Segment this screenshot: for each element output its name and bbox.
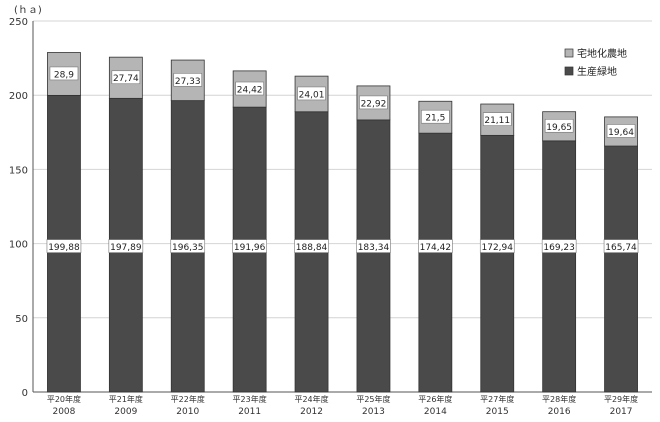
data-label-seisan-ryokuchi-2016: 169,23 [543, 243, 575, 253]
data-label-box-top-2009 [111, 70, 141, 85]
data-label-box-bottom-2017 [603, 239, 639, 253]
data-label-box-bottom-2009 [108, 239, 144, 253]
data-label-takuchika-nouchi-2014: 21,5 [425, 114, 445, 124]
bar-seisan-ryokuchi-2017 [604, 145, 638, 393]
data-label-box-top-2017 [606, 124, 636, 138]
data-label-takuchika-nouchi-2012: 24,01 [299, 90, 325, 100]
data-label-box-top-2011 [235, 81, 264, 96]
x-tick-era-2017: 平29年度 [604, 394, 638, 404]
y-tick-label-150: 150 [9, 165, 28, 176]
data-label-takuchika-nouchi-2017: 19,64 [608, 128, 634, 138]
data-label-box-bottom-2015 [479, 239, 515, 253]
data-label-seisan-ryokuchi-2013: 183,34 [358, 243, 390, 253]
x-tick-era-2011: 平23年度 [233, 394, 267, 404]
x-axis-labels: 平20年度 2008 平21年度 2009 平22年度 2010 平23年度 2011 平24年… [47, 394, 638, 417]
data-label-box-top-2016 [544, 118, 574, 133]
x-tick-year-2008: 2008 [52, 407, 75, 417]
bar-seisan-ryokuchi-2015 [480, 134, 515, 393]
bar-seisan-ryokuchi-2014 [418, 132, 453, 393]
data-label-box-top-2012 [297, 86, 326, 101]
x-tick-era-2009: 平21年度 [109, 394, 143, 404]
x-tick-year-2011: 2011 [238, 407, 261, 417]
data-label-box-bottom-2016 [541, 239, 577, 253]
data-label-box-bottom-2013 [356, 239, 391, 253]
x-tick-era-2012: 平24年度 [294, 394, 328, 404]
data-label-seisan-ryokuchi-2017: 165,74 [605, 243, 637, 253]
data-label-takuchika-nouchi-2013: 22,92 [361, 99, 387, 109]
data-label-box-top-2013 [359, 95, 388, 110]
x-tick-year-2010: 2010 [176, 407, 199, 417]
x-tick-year-2017: 2017 [610, 407, 633, 417]
data-label-takuchika-nouchi-2016: 19,65 [546, 123, 572, 133]
data-label-box-bottom-2008 [46, 239, 82, 253]
x-tick-year-2009: 2009 [114, 407, 137, 417]
data-label-box-bottom-2014 [418, 239, 453, 253]
x-tick-era-2014: 平26年度 [418, 394, 452, 404]
x-tick-year-2012: 2012 [300, 407, 323, 417]
y-tick-label-50: 50 [15, 314, 28, 325]
y-tick-label-200: 200 [9, 91, 28, 102]
bar-seisan-ryokuchi-2013 [356, 119, 391, 393]
data-label-box-top-2014 [421, 109, 450, 124]
x-tick-year-2014: 2014 [424, 407, 447, 417]
data-label-box-bottom-2010 [170, 239, 206, 253]
y-axis-unit-label: (ｈａ) [14, 4, 42, 16]
data-label-box-top-2008 [49, 66, 79, 81]
data-label-seisan-ryokuchi-2011: 191,96 [234, 243, 266, 253]
x-tick-era-2016: 平28年度 [542, 394, 576, 404]
x-tick-year-2013: 2013 [362, 407, 385, 417]
data-label-seisan-ryokuchi-2012: 188,84 [296, 243, 328, 253]
x-tick-era-2013: 平25年度 [356, 394, 390, 404]
data-label-seisan-ryokuchi-2010: 196,35 [172, 243, 204, 253]
legend-swatch-1 [564, 48, 574, 58]
data-label-seisan-ryokuchi-2014: 174,42 [420, 243, 452, 253]
y-tick-label-250: 250 [9, 17, 28, 28]
y-tick-label-0: 0 [22, 388, 28, 399]
data-label-takuchika-nouchi-2011: 24,42 [237, 86, 263, 96]
data-label-seisan-ryokuchi-2015: 172,94 [482, 243, 514, 253]
legend-swatch-0 [564, 66, 574, 76]
x-tick-era-2008: 平20年度 [47, 394, 81, 404]
data-label-takuchika-nouchi-2008: 28,9 [54, 70, 74, 80]
data-label-takuchika-nouchi-2009: 27,74 [113, 74, 139, 84]
x-tick-era-2010: 平22年度 [171, 394, 205, 404]
legend-label-1: 宅地化農地 [577, 47, 627, 60]
x-tick-year-2015: 2015 [486, 407, 509, 417]
bar-seisan-ryokuchi-2016 [542, 140, 577, 393]
legend-label-0: 生産緑地 [577, 65, 617, 78]
data-label-takuchika-nouchi-2010: 27,33 [175, 77, 201, 87]
bars: 28,9 199,88 27,74 197,89 27,33 196,35 24,42 191… [46, 52, 639, 393]
y-tick-label-100: 100 [9, 240, 28, 251]
x-tick-era-2015: 平27年度 [480, 394, 514, 404]
data-label-seisan-ryokuchi-2008: 199,88 [48, 243, 80, 253]
data-label-box-top-2015 [482, 112, 512, 126]
data-label-takuchika-nouchi-2015: 21,11 [484, 116, 510, 126]
data-label-box-top-2010 [173, 73, 203, 87]
x-tick-year-2016: 2016 [548, 407, 571, 417]
data-label-box-bottom-2011 [232, 239, 267, 253]
data-label-seisan-ryokuchi-2009: 197,89 [110, 243, 142, 253]
data-label-box-bottom-2012 [294, 239, 329, 253]
